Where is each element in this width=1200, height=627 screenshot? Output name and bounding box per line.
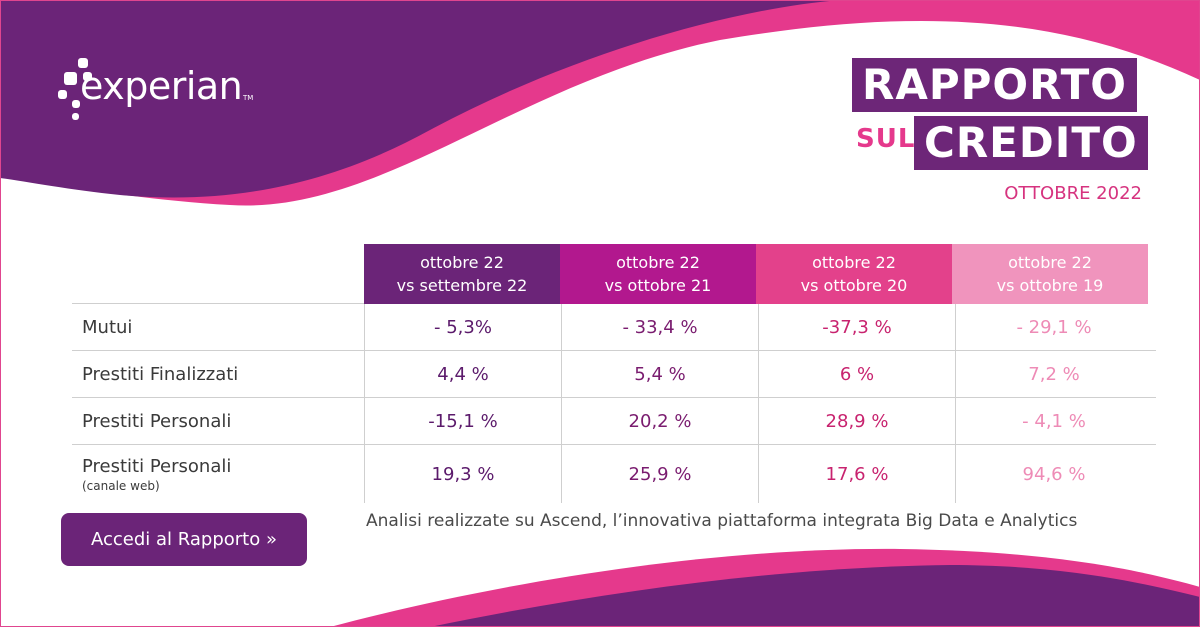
row-label-text: Mutui (82, 316, 133, 338)
table-cell: -15,1 % (364, 398, 561, 444)
credit-table: ottobre 22 vs settembre 22 ottobre 22 vs… (72, 244, 1156, 503)
title-sul: SUL (856, 124, 916, 154)
row-label: Prestiti Personali (72, 398, 364, 444)
header-empty-cell (72, 244, 364, 304)
table-row: Prestiti Personali -15,1 % 20,2 % 28,9 %… (72, 398, 1156, 445)
table-cell: 4,4 % (364, 351, 561, 397)
table-cell: - 33,4 % (561, 304, 758, 350)
table-cell: 7,2 % (955, 351, 1152, 397)
column-header-line2: vs ottobre 20 (800, 276, 908, 295)
row-label: Prestiti Personali (canale web) (72, 445, 364, 503)
column-header-line2: vs ottobre 21 (604, 276, 712, 295)
column-header-line1: ottobre 22 (1008, 253, 1092, 272)
logo-wordmark: experian (80, 64, 243, 108)
row-label-text: Prestiti Personali (82, 455, 232, 477)
table-cell: 25,9 % (561, 445, 758, 503)
bottom-wave-graphic (330, 548, 1200, 627)
table-row: Mutui - 5,3% - 33,4 % -37,3 % - 29,1 % (72, 304, 1156, 351)
table-cell: - 4,1 % (955, 398, 1152, 444)
column-header: ottobre 22 vs ottobre 20 (756, 244, 952, 304)
row-sublabel: (canale web) (82, 478, 160, 493)
column-header-line1: ottobre 22 (812, 253, 896, 272)
column-header: ottobre 22 vs settembre 22 (364, 244, 560, 304)
table-cell: 19,3 % (364, 445, 561, 503)
report-title: RAPPORTO SUL CREDITO OTTOBRE 2022 (838, 58, 1148, 208)
title-rapporto: RAPPORTO (852, 58, 1137, 112)
column-header: ottobre 22 vs ottobre 19 (952, 244, 1148, 304)
table-cell: 6 % (758, 351, 955, 397)
title-credito: CREDITO (914, 116, 1148, 170)
table-cell: 17,6 % (758, 445, 955, 503)
experian-logo: experian TM (58, 58, 268, 124)
column-header-line2: vs settembre 22 (396, 276, 528, 295)
table-cell: 20,2 % (561, 398, 758, 444)
column-header-line1: ottobre 22 (420, 253, 504, 272)
table-cell: - 5,3% (364, 304, 561, 350)
column-header-line1: ottobre 22 (616, 253, 700, 272)
column-header: ottobre 22 vs ottobre 21 (560, 244, 756, 304)
top-wave-graphic (0, 0, 1200, 206)
report-date: OTTOBRE 2022 (1004, 183, 1142, 204)
table-row: Prestiti Finalizzati 4,4 % 5,4 % 6 % 7,2… (72, 351, 1156, 398)
access-report-button[interactable]: Accedi al Rapporto » (61, 513, 307, 566)
row-label-text: Prestiti Finalizzati (82, 363, 239, 385)
logo-dots-icon (58, 58, 98, 124)
table-cell: - 29,1 % (955, 304, 1152, 350)
table-header-row: ottobre 22 vs settembre 22 ottobre 22 vs… (72, 244, 1156, 304)
logo-trademark: TM (243, 94, 254, 102)
analysis-note: Analisi realizzate su Ascend, l’innovati… (366, 511, 1078, 531)
table-cell: -37,3 % (758, 304, 955, 350)
table-row: Prestiti Personali (canale web) 19,3 % 2… (72, 445, 1156, 503)
row-label: Prestiti Finalizzati (72, 351, 364, 397)
column-header-line2: vs ottobre 19 (996, 276, 1104, 295)
row-label-text: Prestiti Personali (82, 410, 232, 432)
table-cell: 94,6 % (955, 445, 1152, 503)
table-cell: 5,4 % (561, 351, 758, 397)
row-label: Mutui (72, 304, 364, 350)
table-cell: 28,9 % (758, 398, 955, 444)
